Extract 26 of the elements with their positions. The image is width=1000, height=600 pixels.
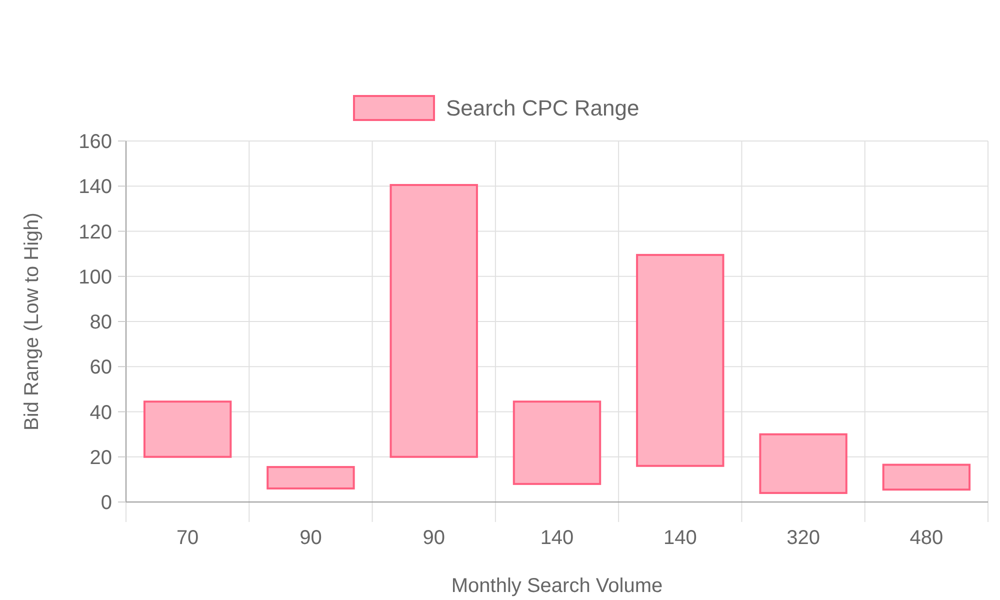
x-tick-label: 320	[786, 527, 820, 549]
bar	[636, 254, 724, 467]
bar	[882, 464, 971, 491]
y-tick-label: 120	[78, 221, 112, 244]
bar	[143, 400, 232, 458]
y-tick-label: 140	[78, 176, 112, 198]
bar	[390, 184, 478, 458]
x-tick-label: 90	[300, 527, 322, 549]
y-tick-label: 100	[78, 266, 112, 288]
y-axis-title: Bid Range (Low to High)	[21, 212, 43, 430]
y-tick-label: 0	[100, 492, 112, 514]
y-tick-label: 60	[90, 356, 112, 379]
x-tick-label: 140	[663, 527, 697, 549]
x-tick-label: 90	[422, 527, 445, 549]
y-tick-label: 160	[78, 131, 112, 153]
y-tick-label: 80	[90, 312, 112, 334]
x-axis-title: Monthly Search Volume	[451, 575, 663, 597]
bar	[512, 400, 602, 485]
x-tick-label: 480	[910, 527, 944, 549]
x-tick-label: 70	[176, 527, 199, 549]
y-tick-label: 40	[90, 402, 112, 424]
bar	[759, 433, 848, 494]
y-tick-label: 20	[90, 446, 112, 469]
bar	[266, 466, 355, 490]
legend-label: Search CPC Range	[446, 96, 640, 121]
x-tick-label: 140	[540, 527, 574, 549]
